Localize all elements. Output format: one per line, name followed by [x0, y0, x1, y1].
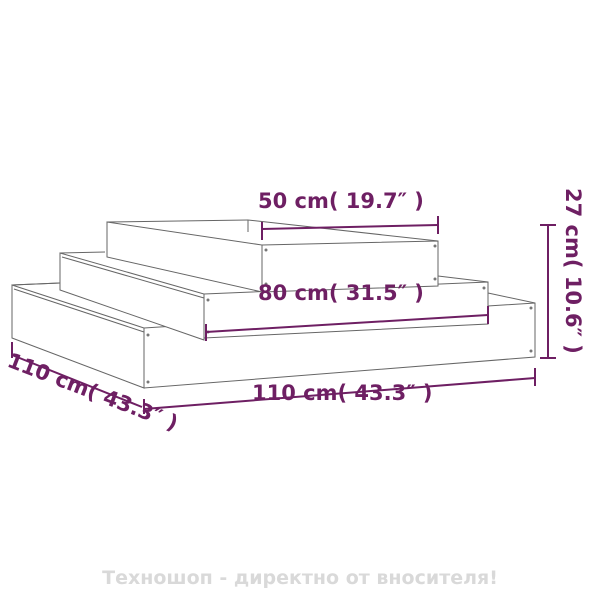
watermark-footer: Техношоп - директно от вносителя!	[102, 567, 498, 589]
middle-width-label: 80 cm( 31.5″ )	[258, 281, 424, 305]
dimension-lines	[11, 216, 556, 414]
height-label: 27 cm( 10.6″ )	[561, 188, 585, 354]
top-tier-front	[261, 240, 439, 293]
screw-dots	[146, 244, 533, 384]
middle-tier-left-side	[59, 252, 205, 341]
top-width-label: 50 cm( 19.7″ )	[258, 189, 424, 213]
bottom-width-label: 110 cm( 43.3″ )	[252, 381, 433, 405]
